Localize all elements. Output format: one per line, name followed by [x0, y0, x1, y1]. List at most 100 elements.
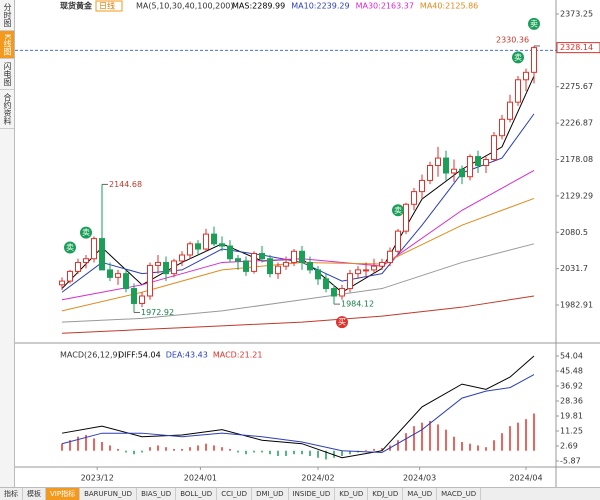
indicator-tabs: 指标 模板 VIP指标 BARUFUN_UD BIAS_UD BOLL_UD CCI_UD D… — [0, 487, 600, 500]
side-tab[interactable]: K线图 — [0, 31, 14, 60]
candle-body — [163, 261, 169, 275]
candle-body — [179, 254, 185, 262]
last-price-box — [556, 42, 600, 54]
candle-body — [83, 258, 89, 263]
sidebar: 分时图 K线图 闪电图 合约资料 — [0, 0, 15, 487]
chart: 现货黄金 日线 MA(5,10,30,40,100,200)MAS:2289.99 M… — [15, 0, 600, 487]
candle-body — [347, 273, 353, 290]
candle-body — [387, 250, 393, 263]
y-tick-label: 19.81 — [560, 411, 583, 420]
candle-body — [219, 243, 225, 247]
ma-params: MA(5,10,30,40,100,200) — [136, 2, 234, 11]
y-tick-label: 2178.08 — [560, 155, 593, 164]
candle-body — [403, 203, 409, 232]
ma-line — [61, 374, 535, 453]
legend-entry: MAS:2289.99 — [232, 2, 285, 11]
candle-body — [323, 278, 329, 290]
bottom-tab[interactable]: INSIDE_UD — [289, 488, 336, 500]
candle-body — [499, 118, 505, 137]
bottom-tab[interactable]: 模板 — [23, 488, 46, 500]
candle-body — [67, 270, 73, 282]
ma-line — [61, 355, 535, 459]
y-tick-label: -5.87 — [560, 457, 581, 466]
bottom-tab[interactable]: VIP指标 — [46, 488, 81, 500]
candle-body — [275, 265, 281, 275]
bottom-tab[interactable]: BARUFUN_UD — [80, 488, 138, 500]
legend-entry: MA10:2239.29 — [291, 2, 349, 11]
signal-label: 卖 — [514, 53, 522, 62]
candle-body — [467, 156, 473, 178]
macd-title: MACD(26,12,9) — [60, 351, 121, 360]
side-tab[interactable]: 合约资料 — [0, 90, 14, 130]
candle-body — [443, 157, 449, 174]
candle-body — [139, 295, 145, 304]
annotation: 1972.92 — [141, 308, 174, 317]
signal-label: 买 — [338, 318, 346, 327]
side-tab[interactable]: 闪电图 — [0, 59, 14, 91]
annotation: 2144.68 — [109, 180, 142, 189]
ma-line — [61, 243, 535, 323]
candle-body — [459, 168, 465, 178]
candle-body — [355, 269, 361, 275]
candle-body — [483, 159, 489, 167]
candle-body — [187, 243, 193, 256]
x-tick-label: 2024/01 — [184, 474, 217, 483]
candle-body — [411, 191, 417, 205]
candle-body — [227, 245, 233, 260]
candle-body — [59, 280, 65, 286]
legend-entry: DIFF:54.04 — [118, 351, 161, 360]
candle-body — [283, 261, 289, 267]
y-tick-label: 28.36 — [560, 397, 583, 406]
bottom-tab[interactable]: MA_UD — [403, 488, 438, 500]
candle-body — [243, 260, 249, 272]
candle-body — [259, 253, 265, 260]
period: 日线 — [99, 1, 115, 11]
y-tick-label: 2129.29 — [560, 191, 593, 200]
y-tick-label: 2031.7 — [560, 264, 588, 273]
x-tick-label: 2023/12 — [81, 474, 114, 483]
signal-marker — [80, 226, 92, 239]
y-tick-label: 1982.91 — [560, 301, 593, 310]
candle-body — [475, 156, 481, 167]
y-tick-label: 2275.67 — [560, 82, 593, 91]
legend-entry: DEA:43.43 — [166, 351, 208, 360]
candle-body — [75, 261, 81, 272]
candle-body — [147, 264, 153, 297]
bottom-tab[interactable]: KD_UD — [335, 488, 369, 500]
candle-body — [307, 261, 313, 271]
bottom-tab[interactable]: KDJ_UD — [368, 488, 404, 500]
bottom-tab[interactable]: BOLL_UD — [176, 488, 218, 500]
bottom-tab[interactable]: CCI_UD — [217, 488, 253, 500]
candle-body — [363, 269, 369, 272]
candle-body — [395, 230, 401, 252]
bottom-tab[interactable]: MACD_UD — [437, 488, 482, 500]
candle-body — [291, 250, 297, 263]
candle-body — [91, 238, 97, 260]
ma-line — [61, 113, 535, 293]
side-tab[interactable]: 分时图 — [0, 0, 14, 31]
candle-body — [107, 269, 113, 278]
bottom-tab[interactable]: 指标 — [0, 488, 23, 500]
y-tick-label: 2.69 — [560, 442, 578, 451]
candle-body — [379, 261, 385, 267]
annotation: 1984.12 — [341, 300, 374, 309]
y-tick-label: 2226.87 — [560, 119, 593, 128]
candle-body — [491, 135, 497, 161]
x-tick-label: 2024/02 — [301, 474, 334, 483]
signal-label: 卖 — [394, 206, 402, 215]
bottom-tab[interactable]: DMI_UD — [252, 488, 289, 500]
candle-body — [371, 265, 377, 271]
candle-body — [267, 258, 273, 275]
candle-body — [171, 260, 177, 275]
signal-label: 卖 — [82, 228, 90, 237]
bottom-tab[interactable]: BIAS_UD — [137, 488, 177, 500]
candle-body — [419, 179, 425, 193]
candle-body — [195, 243, 201, 250]
y-tick-label: 54.04 — [560, 351, 583, 360]
candle-body — [115, 273, 121, 278]
legend-entry: MA40:2125.86 — [420, 2, 478, 11]
candle-body — [203, 233, 209, 250]
legend-entry: MA30:2163.37 — [356, 2, 414, 11]
chart-title: 现货黄金 — [60, 1, 93, 11]
